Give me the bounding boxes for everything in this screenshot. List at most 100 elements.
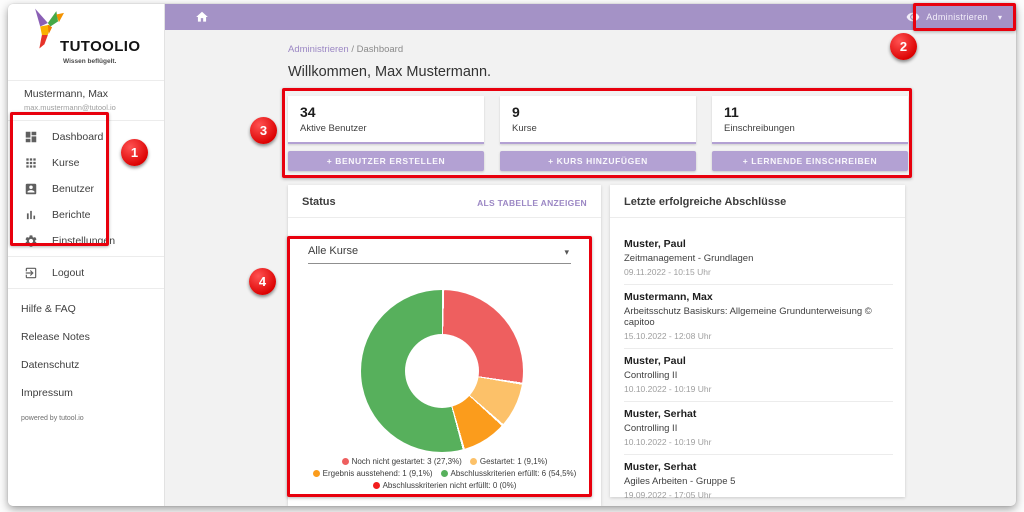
entry-name: Muster, Paul [624,238,686,250]
powered-by-label: powered by tutool.io [21,415,84,422]
logout-icon [25,267,37,279]
breadcrumb-current: Dashboard [356,44,404,55]
sidebar-item-logout[interactable]: Logout [8,260,164,286]
breadcrumb-parent[interactable]: Administrieren [288,44,349,55]
lernende-einschreiben-button[interactable]: + LERNENDE EINSCHREIBEN [712,151,908,171]
legend-item: Abschlusskriterien nicht erfüllt: 0 (0%) [372,481,517,490]
entry-date: 09.11.2022 - 10:15 Uhr [624,267,711,277]
sidebar-link-release-notes[interactable]: Release Notes [21,331,90,343]
stat-card-aktive-benutzer: 34 Aktive Benutzer + BENUTZER ERSTELLEN [288,96,484,171]
chevron-down-icon: ▾ [997,12,1002,22]
sidebar-item-einstellungen[interactable]: Einstellungen [8,228,164,254]
sidebar-item-label: Berichte [52,209,91,221]
benutzer-erstellen-button[interactable]: + BENUTZER ERSTELLEN [288,151,484,171]
entry-date: 10.10.2022 - 10:19 Uhr [624,437,712,447]
page-title: Willkommen, Max Mustermann. [288,64,492,80]
course-filter-value: Alle Kurse [308,245,359,257]
app-window: TUTOOLIO Wissen beflügelt. Mustermann, M… [8,4,1016,506]
legend-label: Ergebnis ausstehend: 1 (9,1%) [322,469,433,478]
status-donut [361,290,523,452]
entry-date: 15.10.2022 - 12:08 Uhr [624,331,712,341]
entry-name: Muster, Serhat [624,408,697,420]
sidebar-item-benutzer[interactable]: Benutzer [8,176,164,202]
stat-card-einschreibungen: 11 Einschreibungen + LERNENDE EINSCHREIB… [712,96,908,171]
sidebar-item-kurse[interactable]: Kurse [8,150,164,176]
als-tabelle-anzeigen-link[interactable]: ALS TABELLE ANZEIGEN [477,198,587,208]
list-item: Muster, Serhat Agiles Arbeiten - Gruppe … [624,455,893,506]
divider [8,80,164,81]
sidebar-menu: Dashboard Kurse Benutzer Berichte Einste… [8,121,164,256]
entry-date: 10.10.2022 - 10:19 Uhr [624,384,712,394]
stat-label: Kurse [512,123,537,134]
divider [8,288,164,289]
hummingbird-logo-icon [35,8,64,49]
user-name: Mustermann, Max [24,88,109,100]
legend-dot [341,458,349,465]
logo-title: TUTOOLIO [60,38,141,55]
course-filter-select[interactable]: Alle Kurse ▾ [308,245,571,264]
sidebar-link-datenschutz[interactable]: Datenschutz [21,359,80,371]
bar-chart-icon [26,210,36,220]
stat-label: Aktive Benutzer [300,123,367,134]
completions-panel: Letzte erfolgreiche Abschlüsse Muster, P… [610,185,905,500]
user-badge-icon [25,183,37,195]
breadcrumb-separator: / [348,44,357,55]
entry-name: Muster, Serhat [624,461,697,473]
entry-course: Agiles Arbeiten - Gruppe 5 [624,476,736,487]
legend-item: Ergebnis ausstehend: 1 (9,1%) [312,469,433,478]
stat-value: 9 [512,104,520,120]
user-email: max.mustermann@tutool.io [24,103,116,112]
kurs-hinzufuegen-button[interactable]: + KURS HINZUFÜGEN [500,151,696,171]
entry-name: Muster, Paul [624,355,686,367]
legend-label: Abschlusskriterien nicht erfüllt: 0 (0%) [382,481,517,490]
status-panel: Status ALS TABELLE ANZEIGEN Alle Kurse ▾… [288,185,601,506]
entry-name: Mustermann, Max [624,291,713,303]
chart-legend: Noch nicht gestartet: 3 (27,3%) Gestarte… [299,457,590,490]
role-label: Administrieren [926,12,988,22]
sidebar: TUTOOLIO Wissen beflügelt. Mustermann, M… [8,4,165,506]
sidebar-item-label: Einstellungen [52,235,116,247]
entry-course: Zeitmanagement - Grundlagen [624,253,754,264]
role-dropdown[interactable]: Administrieren ▾ [906,4,1002,30]
list-item: Muster, Paul Controlling II 10.10.2022 -… [624,349,893,402]
legend-label: Gestartet: 1 (9,1%) [479,457,548,466]
sidebar-item-berichte[interactable]: Berichte [8,202,164,228]
chevron-down-icon: ▾ [564,247,569,257]
divider [288,217,601,218]
user-block: Mustermann, Max max.mustermann@tutool.io [8,81,164,120]
stat-card-kurse: 9 Kurse + KURS HINZUFÜGEN [500,96,696,171]
sidebar-item-label: Benutzer [52,183,95,195]
eye-icon [906,12,920,22]
entry-date: 19.09.2022 - 17:05 Uhr [624,490,712,500]
logo-tagline: Wissen beflügelt. [63,58,117,65]
sidebar-link-hilfe-faq[interactable]: Hilfe & FAQ [21,303,76,315]
sidebar-item-label: Kurse [52,157,80,169]
sidebar-links: Hilfe & FAQ Release Notes Datenschutz Im… [8,289,164,436]
sidebar-link-impressum[interactable]: Impressum [21,387,73,399]
sidebar-item-label: Logout [52,267,85,279]
stat-card-body: 34 Aktive Benutzer [288,96,484,144]
donut-hole [405,334,479,408]
entry-course: Arbeitsschutz Basiskurs: Allgemeine Grun… [624,306,872,328]
sidebar-item-dashboard[interactable]: Dashboard [8,124,164,150]
divider [8,256,164,257]
gear-icon [25,235,37,247]
stat-card-body: 11 Einschreibungen [712,96,908,144]
legend-item: Abschlusskriterien erfüllt: 6 (54,5%) [440,469,576,478]
stat-value: 11 [724,104,739,120]
legend-dot [372,482,380,489]
legend-label: Noch nicht gestartet: 3 (27,3%) [351,457,462,466]
stat-label: Einschreibungen [724,123,795,134]
home-button[interactable] [195,10,209,24]
entry-course: Controlling II [624,423,678,434]
sidebar-item-label: Dashboard [52,131,104,143]
grid-icon [26,158,36,168]
stats-row: 34 Aktive Benutzer + BENUTZER ERSTELLEN … [288,96,908,171]
dashboard-icon [25,131,37,143]
list-item: Muster, Paul Zeitmanagement - Grundlagen… [624,232,893,285]
logo: TUTOOLIO Wissen beflügelt. [8,4,164,80]
topbar: Administrieren ▾ [165,4,1016,30]
legend-item: Noch nicht gestartet: 3 (27,3%) [341,457,462,466]
entry-course: Controlling II [624,370,678,381]
legend-item: Gestartet: 1 (9,1%) [469,457,548,466]
